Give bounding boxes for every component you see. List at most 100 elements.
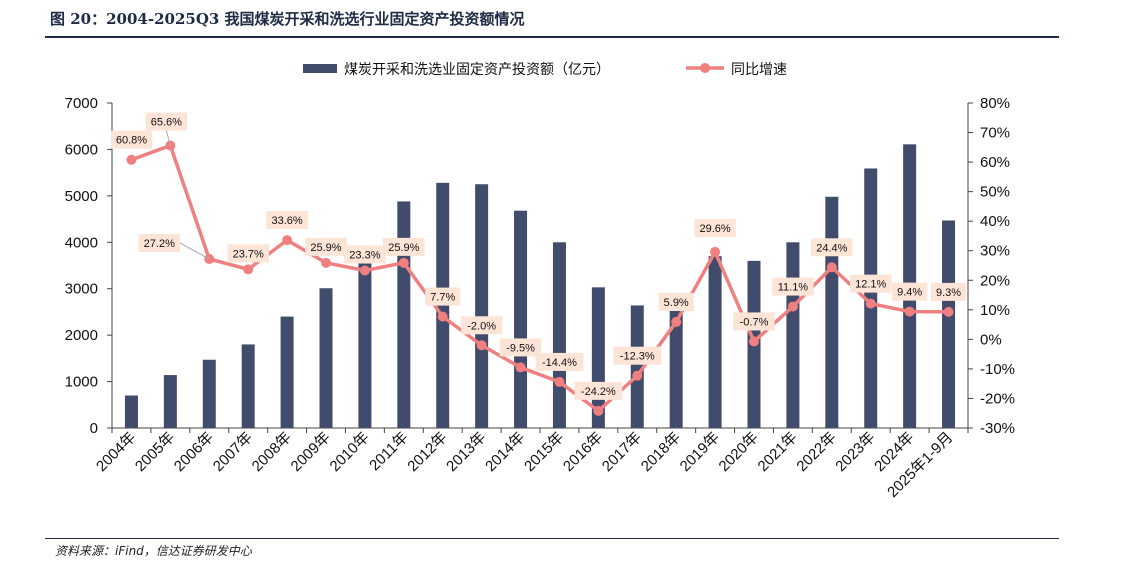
x-tick-label: 2009年 — [288, 429, 334, 475]
data-label-bg — [733, 312, 775, 331]
right-tick-label: -20% — [980, 390, 1015, 407]
data-label: 65.6% — [151, 117, 182, 129]
bar — [358, 259, 372, 428]
data-label-bg — [305, 237, 347, 256]
line-point — [398, 257, 409, 268]
x-tick-label: 2010年 — [327, 429, 373, 475]
data-label: 33.6% — [271, 215, 302, 227]
data-label: 11.1% — [778, 282, 809, 294]
right-tick-label: 20% — [980, 272, 1010, 289]
right-tick-label: 60% — [980, 154, 1010, 171]
right-tick-label: -10% — [980, 361, 1015, 378]
x-tick-label: 2023年 — [832, 429, 878, 475]
x-tick-label: 2011年 — [366, 429, 411, 474]
bar — [630, 305, 644, 428]
bar — [202, 359, 216, 428]
bar — [708, 256, 722, 428]
data-label: 9.3% — [936, 287, 961, 299]
bar — [864, 168, 878, 428]
data-label: 7.7% — [430, 292, 455, 304]
x-tick-label: 2020年 — [716, 429, 762, 475]
data-label-bg — [772, 277, 814, 296]
data-label: -24.2% — [581, 386, 616, 398]
line-point — [515, 362, 526, 373]
data-label-bg — [145, 112, 188, 131]
line-point — [943, 306, 954, 317]
data-label: 25.9% — [388, 242, 419, 254]
bar — [280, 316, 294, 428]
bar — [552, 242, 566, 428]
legend-bar-label: 煤炭开采和洗选业固定资产投资额（亿元） — [344, 62, 610, 78]
data-label: 23.7% — [233, 248, 264, 260]
left-tick-label: 3000 — [65, 281, 98, 298]
line-point — [437, 311, 448, 322]
line-point — [710, 246, 721, 257]
data-label-bg — [849, 274, 892, 293]
left-tick-label: 1000 — [65, 374, 98, 391]
data-label: 23.3% — [349, 250, 380, 262]
bar — [475, 184, 489, 428]
bar — [319, 288, 333, 428]
left-tick-label: 4000 — [65, 234, 98, 251]
line-point — [749, 336, 759, 347]
data-label-bg — [266, 211, 308, 230]
x-tick-label: 2021年 — [755, 429, 801, 475]
x-tick-label: 2016年 — [560, 429, 606, 475]
data-label-bg — [499, 338, 542, 357]
data-label: 12.1% — [855, 279, 886, 291]
x-tick-label: 2008年 — [249, 429, 295, 475]
line-point — [826, 262, 837, 273]
line-point — [865, 298, 876, 309]
data-label-bg — [344, 245, 386, 264]
data-label: 25.9% — [310, 242, 341, 254]
data-label-bg — [930, 282, 967, 301]
x-tick-label: 2004年 — [93, 429, 139, 475]
bar — [825, 196, 839, 428]
right-tick-label: 10% — [980, 302, 1010, 319]
data-label-bg — [460, 316, 503, 335]
data-label-bg — [892, 282, 928, 301]
left-tick-label: 5000 — [65, 188, 98, 205]
x-tick-label: 2006年 — [171, 429, 217, 475]
left-tick-label: 0 — [90, 420, 98, 437]
data-label-bg — [227, 244, 269, 263]
line-point — [476, 340, 487, 351]
bar — [786, 242, 800, 428]
x-tick-label: 2012年 — [404, 429, 450, 475]
right-tick-label: 40% — [980, 213, 1010, 230]
left-tick-label: 2000 — [65, 327, 98, 344]
x-tick-label: 2019年 — [677, 429, 723, 475]
bar — [397, 201, 411, 428]
data-label-bg — [535, 352, 584, 371]
right-tick-label: 30% — [980, 243, 1010, 260]
figure-title: 图 20：2004-2025Q3 我国煤炭开采和洗选行业固定资产投资额情况 — [50, 10, 525, 28]
line-point — [126, 154, 137, 165]
data-label: -0.7% — [740, 316, 769, 328]
legend-bar-swatch — [303, 64, 337, 73]
bar — [163, 375, 177, 428]
data-label-bg — [383, 237, 425, 256]
x-tick-label: 2015年 — [521, 429, 567, 475]
line-point — [904, 306, 915, 317]
data-label-bg — [613, 346, 662, 365]
top-rule — [45, 36, 1059, 38]
bar — [514, 210, 528, 428]
right-tick-label: 70% — [980, 125, 1010, 142]
bar — [124, 395, 138, 428]
x-tick-label: 2022年 — [793, 429, 839, 475]
x-tick-label: 2007年 — [210, 429, 256, 475]
line-point — [671, 316, 682, 327]
data-label: 60.8% — [116, 135, 147, 147]
source-note: 资料来源：iFind，信达证券研发中心 — [55, 544, 252, 558]
data-label: -9.5% — [506, 342, 535, 354]
x-tick-label: 2005年 — [132, 429, 178, 475]
data-label-bg — [694, 218, 736, 237]
x-tick-label: 2013年 — [443, 429, 489, 475]
line-point — [359, 265, 370, 276]
label-leader — [179, 242, 210, 260]
data-label-bg — [138, 234, 181, 252]
data-label: 29.6% — [699, 223, 730, 235]
x-tick-label: 2014年 — [482, 429, 528, 475]
right-tick-label: -30% — [980, 420, 1015, 437]
line-point — [282, 235, 293, 246]
